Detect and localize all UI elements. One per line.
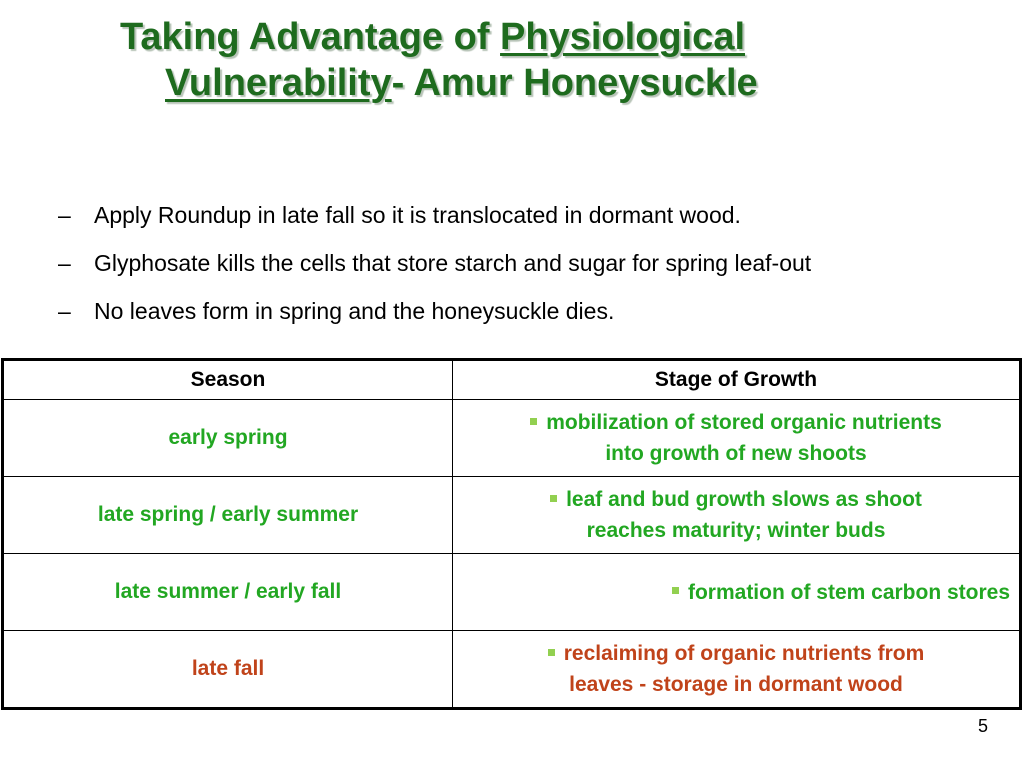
- dash-marker: –: [58, 298, 71, 324]
- stage-cell: formation of stem carbon stores: [452, 553, 1022, 631]
- square-bullet-icon: [530, 417, 538, 425]
- title-line-1: Taking Advantage of Physiological: [120, 14, 920, 60]
- bullet-list: – Apply Roundup in late fall so it is tra…: [58, 198, 1008, 342]
- bullet-text: Glyphosate kills the cells that store st…: [94, 250, 812, 276]
- title-vulnerability: Vulnerability: [165, 62, 392, 104]
- square-bullet-icon: [671, 587, 679, 595]
- stage-line-2: reaches maturity; winter buds: [586, 519, 886, 542]
- table-row: late spring / early summer leaf and bud …: [1, 476, 1022, 554]
- bullet-text: Apply Roundup in late fall so it is tran…: [94, 202, 741, 228]
- table-row: late summer / early fall formation of st…: [1, 553, 1022, 631]
- square-bullet-icon: [550, 494, 558, 502]
- page-number: 5: [977, 716, 988, 736]
- table-row: late fall reclaiming of organic nutrient…: [1, 630, 1022, 710]
- stage-text: leaf and bud growth slows as shoot reache…: [550, 484, 922, 546]
- table-row: early spring mobilization of stored orga…: [1, 399, 1022, 477]
- dash-marker: –: [58, 202, 71, 228]
- season-cell: late summer / early fall: [1, 553, 453, 631]
- bullet-item: – Glyphosate kills the cells that store s…: [58, 246, 1008, 294]
- stage-text: mobilization of stored organic nutrients…: [530, 407, 942, 469]
- header-stage-of-growth: Stage of Growth: [452, 358, 1022, 400]
- table-header-row: Season Stage of Growth: [1, 358, 1022, 400]
- stage-line-1: leaf and bud growth slows as shoot: [566, 488, 922, 511]
- title-suffix: - Amur Honeysuckle: [391, 62, 758, 104]
- header-season: Season: [1, 358, 453, 400]
- season-cell: late fall: [1, 630, 453, 710]
- stage-text: formation of stem carbon stores: [462, 577, 1010, 608]
- stage-line-2: leaves - storage in dormant wood: [569, 673, 903, 696]
- stage-text: reclaiming of organic nutrients from leav…: [547, 638, 925, 700]
- bullet-text: No leaves form in spring and the honeysu…: [94, 298, 615, 324]
- season-cell: early spring: [1, 399, 453, 477]
- title-physiological: Physiological: [500, 16, 746, 58]
- slide-title: Taking Advantage of Physiological Vulner…: [120, 14, 920, 106]
- stage-line-1: mobilization of stored organic nutrients: [546, 411, 942, 434]
- stage-line-2: into growth of new shoots: [605, 442, 867, 465]
- bullet-item: – Apply Roundup in late fall so it is tra…: [58, 198, 1008, 246]
- growth-stage-table: Season Stage of Growth early spring mobi…: [1, 358, 1022, 710]
- title-line-2: Vulnerability- Amur Honeysuckle: [120, 60, 920, 106]
- square-bullet-icon: [547, 648, 555, 656]
- stage-cell: reclaiming of organic nutrients from leav…: [452, 630, 1022, 710]
- stage-line-1: reclaiming of organic nutrients from: [563, 642, 925, 665]
- season-cell: late spring / early summer: [1, 476, 453, 554]
- stage-line-1: formation of stem carbon stores: [687, 580, 1011, 604]
- stage-cell: leaf and bud growth slows as shoot reache…: [452, 476, 1022, 554]
- title-prefix: Taking Advantage of: [120, 16, 501, 58]
- bullet-item: – No leaves form in spring and the honeys…: [58, 294, 1008, 342]
- stage-cell: mobilization of stored organic nutrients…: [452, 399, 1022, 477]
- dash-marker: –: [58, 250, 71, 276]
